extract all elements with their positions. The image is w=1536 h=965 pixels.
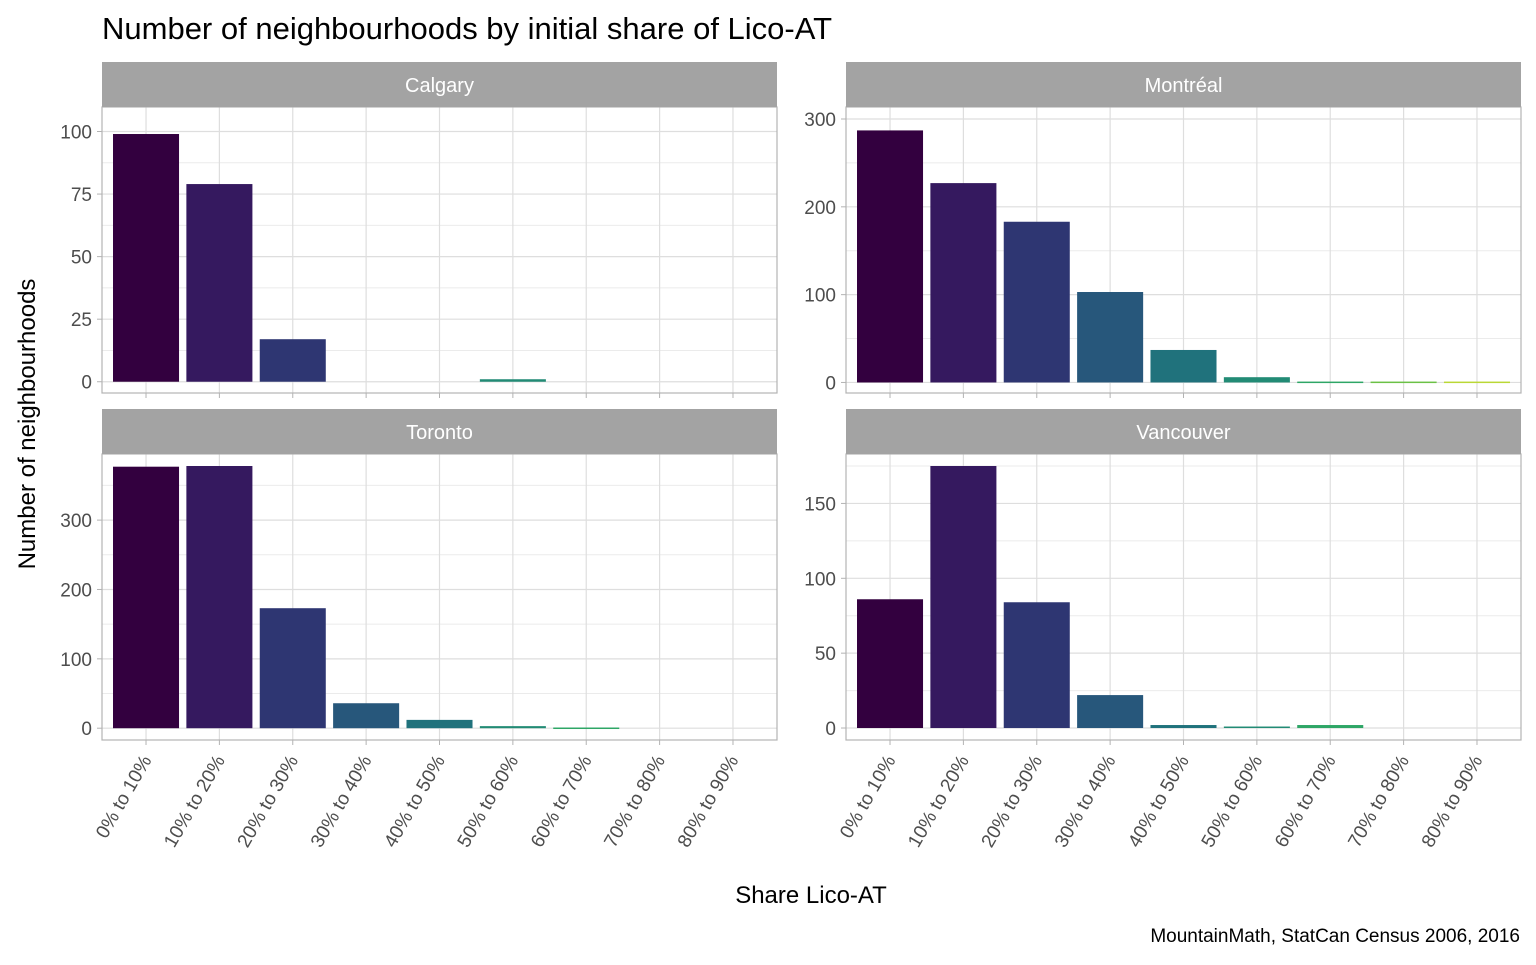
y-tick-label: 75 <box>71 185 92 206</box>
x-tick-label: 60% to 70% <box>1271 752 1340 851</box>
x-tick-label: 0% to 10% <box>92 752 156 842</box>
x-tick-label: 20% to 30% <box>978 752 1047 851</box>
x-tick-label: 80% to 90% <box>1418 752 1487 851</box>
bar-10-20 <box>186 184 253 382</box>
bar-20-30 <box>259 608 326 729</box>
y-tick-label: 0 <box>825 719 836 740</box>
y-tick-label: 100 <box>60 650 92 671</box>
chart-title: Number of neighbourhoods by initial shar… <box>102 11 832 46</box>
bar-0-10 <box>113 134 180 382</box>
bar-60-70 <box>1297 381 1364 384</box>
y-tick-label: 0 <box>825 373 836 394</box>
facet-label: Calgary <box>405 75 474 97</box>
y-tick-label: 300 <box>60 511 92 532</box>
facet-strip <box>102 409 777 454</box>
bar-50-60 <box>1223 726 1290 729</box>
bar-80-90 <box>1443 381 1510 384</box>
bar-20-30 <box>259 339 326 382</box>
y-tick-label: 300 <box>804 110 836 131</box>
y-tick-label: 100 <box>804 286 836 307</box>
y-tick-label: 100 <box>804 569 836 590</box>
x-tick-label: 70% to 80% <box>601 752 670 851</box>
x-tick-label: 10% to 20% <box>160 752 229 851</box>
x-tick-label: 50% to 60% <box>454 752 523 851</box>
x-tick-label: 40% to 50% <box>1124 752 1193 851</box>
y-tick-label: 50 <box>815 644 836 665</box>
bar-60-70 <box>553 727 620 730</box>
bar-30-40 <box>1077 292 1144 383</box>
facet-strip <box>102 62 777 107</box>
x-tick-label: 40% to 50% <box>380 752 449 851</box>
x-tick-label: 10% to 20% <box>904 752 973 851</box>
bar-20-30 <box>1003 221 1070 383</box>
chart-caption: MountainMath, StatCan Census 2006, 2016 <box>1150 926 1520 947</box>
y-tick-label: 150 <box>804 494 836 515</box>
facet-calgary: 0 25 50 75 100 Calgary <box>60 62 778 398</box>
bar-0-10 <box>857 599 924 729</box>
y-tick-label: 0 <box>81 719 92 740</box>
x-tick-label: 0% to 10% <box>836 752 900 842</box>
facet-panels: 0 25 50 75 100 Calgary 0 100 200 300 Montréal 0 100 2… <box>60 62 1522 851</box>
bar-50-60 <box>479 379 546 382</box>
x-axis-label: Share Lico-AT <box>735 882 887 909</box>
facet-montral: 0 100 200 300 Montréal <box>804 62 1522 398</box>
bar-0-10 <box>857 130 924 383</box>
bar-40-50 <box>1150 349 1217 383</box>
facet-label: Montréal <box>1145 75 1223 97</box>
bar-30-40 <box>333 703 400 729</box>
bar-60-70 <box>1297 725 1364 729</box>
facet-vancouver: 0 50 100 150 Vancouver 0% to 10% 10% to 20% 20%… <box>804 409 1522 851</box>
y-tick-label: 200 <box>804 198 836 219</box>
x-tick-label: 70% to 80% <box>1345 752 1414 851</box>
bar-10-20 <box>930 183 997 383</box>
facet-label: Vancouver <box>1136 422 1230 444</box>
facet-toronto: 0 100 200 300 Toronto 0% to 10% 10% to 20% 20% … <box>60 409 778 851</box>
bar-0-10 <box>113 466 180 729</box>
facet-strip <box>846 409 1521 454</box>
facet-label: Toronto <box>406 422 473 444</box>
y-tick-label: 200 <box>60 580 92 601</box>
bar-40-50 <box>406 719 473 729</box>
x-tick-label: 80% to 90% <box>674 752 743 851</box>
bar-20-30 <box>1003 602 1070 729</box>
bar-30-40 <box>1077 695 1144 729</box>
bar-70-80 <box>1370 381 1437 384</box>
y-tick-label: 100 <box>60 123 92 144</box>
bar-10-20 <box>186 466 253 729</box>
y-tick-label: 0 <box>81 373 92 394</box>
bar-50-60 <box>1223 377 1290 383</box>
x-tick-label: 30% to 40% <box>307 752 376 851</box>
y-tick-label: 25 <box>71 310 92 331</box>
x-tick-label: 60% to 70% <box>527 752 596 851</box>
facet-strip <box>846 62 1521 107</box>
y-tick-label: 50 <box>71 248 92 269</box>
y-axis-label: Number of neighbourhoods <box>14 279 41 570</box>
bar-40-50 <box>1150 725 1217 729</box>
x-tick-label: 30% to 40% <box>1051 752 1120 851</box>
bar-50-60 <box>479 726 546 729</box>
bar-10-20 <box>930 466 997 729</box>
x-tick-label: 20% to 30% <box>234 752 303 851</box>
x-tick-label: 50% to 60% <box>1198 752 1267 851</box>
